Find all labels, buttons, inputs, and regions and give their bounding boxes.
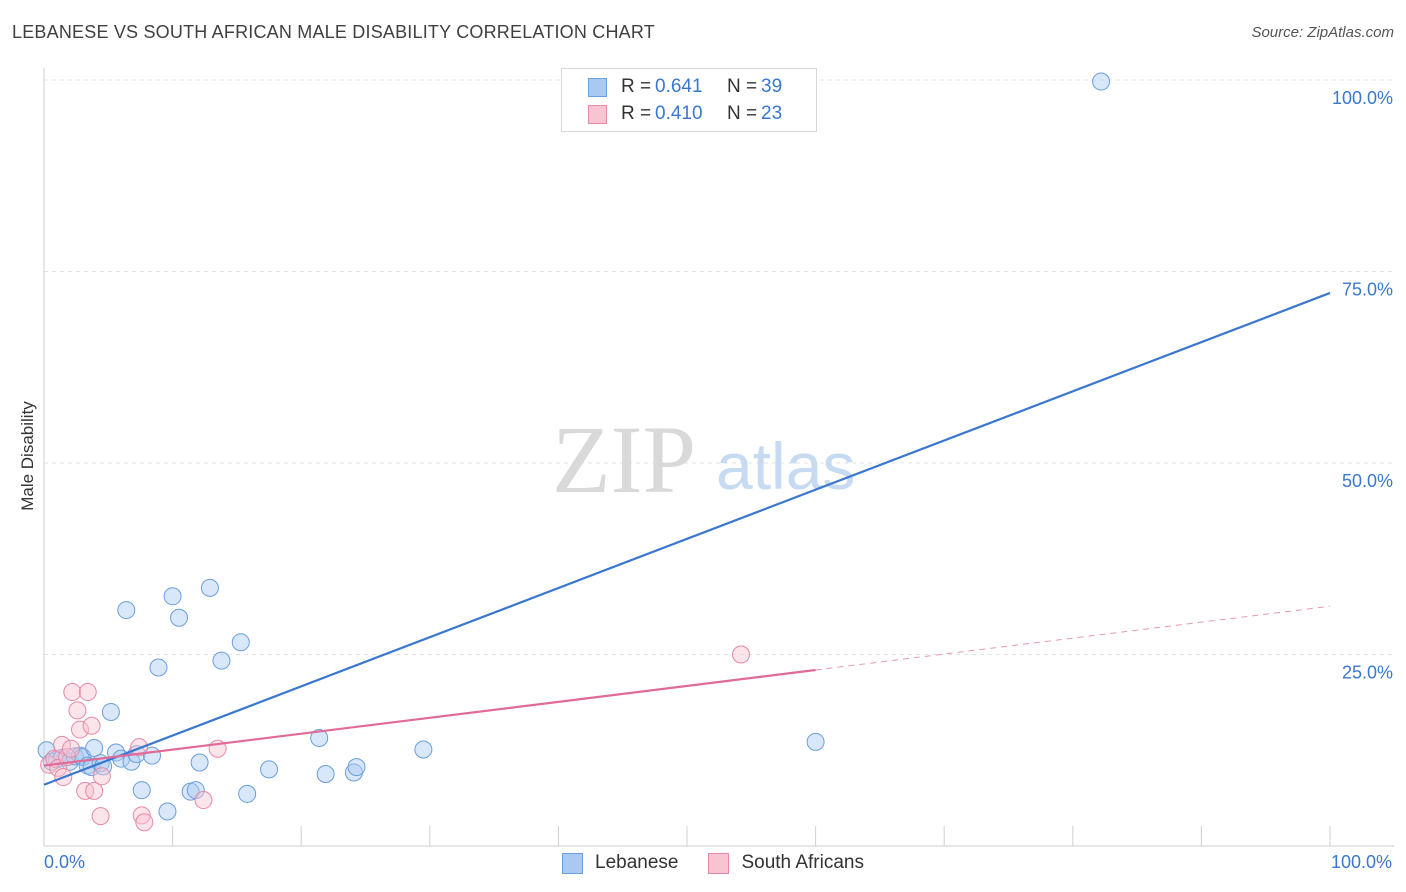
lebanese-point: [186, 781, 205, 800]
lebanese-point: [85, 738, 104, 757]
lebanese-point: [231, 633, 250, 652]
n-value: 23: [761, 103, 783, 124]
legend-item-lebanese[interactable]: Lebanese: [562, 852, 678, 874]
legend-item-south-africans[interactable]: South Africans: [708, 852, 864, 874]
series-legend: Lebanese South Africans: [562, 852, 894, 874]
n-label: N =: [727, 103, 758, 124]
south-africans-point: [76, 781, 95, 800]
lebanese-point: [347, 758, 366, 777]
y-tick-labels: 25.0% 50.0% 75.0% 100.0%: [1332, 88, 1393, 683]
lebanese-point: [117, 601, 136, 620]
lebanese-point: [149, 658, 168, 677]
data-points: [37, 72, 1111, 832]
y-tick-label: 100.0%: [1332, 88, 1393, 108]
south-africans-point: [63, 683, 82, 702]
watermark-zip: ZIP: [552, 406, 696, 513]
south-africans-point: [68, 701, 87, 720]
lebanese-point: [260, 760, 279, 779]
lebanese-point: [344, 763, 363, 782]
axes: [43, 68, 1394, 847]
south-africans-point: [85, 781, 104, 800]
chart-title: LEBANESE VS SOUTH AFRICAN MALE DISABILIT…: [12, 22, 655, 42]
lebanese-trend-line: [43, 291, 1331, 786]
lebanese-point: [238, 784, 257, 803]
watermark: ZIP atlas: [552, 406, 855, 513]
south-africans-point: [71, 720, 90, 739]
lebanese-point: [310, 728, 329, 747]
stats-row-lebanese: R = 0.641 N = 39: [588, 74, 782, 100]
source-credit: Source: ZipAtlas.com: [1251, 24, 1394, 41]
lebanese-point: [170, 608, 189, 627]
south-africans-point: [135, 813, 154, 832]
south-africans-point: [194, 791, 213, 810]
n-label: N =: [727, 76, 758, 97]
r-label: R =: [621, 103, 652, 124]
lebanese-point: [200, 578, 219, 597]
stats-row-south-africans: R = 0.410 N = 23: [588, 101, 782, 127]
r-value: 0.641: [655, 76, 703, 97]
grid-lines: [44, 79, 1394, 655]
lebanese-legend-swatch: [562, 852, 583, 874]
lebanese-point: [414, 740, 433, 759]
lebanese-point: [190, 753, 209, 772]
south-africans-trend-line-extension: [815, 605, 1331, 671]
watermark-atlas: atlas: [716, 429, 855, 503]
lebanese-point: [158, 802, 177, 821]
r-value: 0.410: [655, 103, 703, 124]
r-label: R =: [621, 76, 652, 97]
lebanese-point: [101, 702, 120, 721]
n-value: 39: [761, 76, 783, 97]
south-africans-swatch: [588, 104, 607, 124]
lebanese-point: [212, 651, 231, 670]
lebanese-point: [806, 732, 825, 751]
trend-lines: [43, 291, 1331, 786]
legend-label-lebanese: Lebanese: [595, 852, 679, 873]
south-africans-point: [732, 645, 751, 664]
south-africans-trend-line: [43, 668, 816, 767]
lebanese-point: [316, 764, 335, 783]
south-africans-point: [132, 806, 151, 825]
y-tick-label: 75.0%: [1342, 280, 1393, 300]
lebanese-point: [163, 587, 182, 606]
lebanese-point: [132, 781, 151, 800]
south-africans-legend-swatch: [708, 852, 730, 874]
south-africans-point: [82, 716, 101, 735]
south-africans-point: [62, 739, 81, 758]
south-africans-point: [78, 683, 97, 702]
south-africans-point: [92, 767, 111, 786]
stats-legend: R = 0.641 N = 39 R = 0.410 N = 23: [561, 68, 817, 132]
y-tick-label: 50.0%: [1342, 471, 1393, 491]
lebanese-swatch: [588, 77, 607, 97]
lebanese-point: [1092, 72, 1111, 91]
south-africans-point: [91, 807, 110, 826]
x-tick-label-max: 100.0%: [1330, 852, 1392, 872]
x-tick-label-min: 0.0%: [44, 852, 86, 872]
y-tick-label: 25.0%: [1342, 663, 1393, 683]
legend-label-south-africans: South Africans: [741, 852, 864, 873]
